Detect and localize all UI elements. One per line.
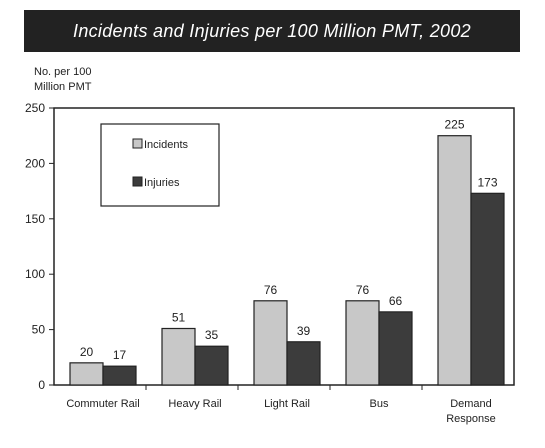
x-category-label: Response [446, 413, 496, 425]
data-label: 20 [80, 345, 94, 359]
x-category-label: Bus [370, 398, 389, 410]
data-label: 35 [205, 328, 219, 342]
legend-swatch [132, 138, 143, 149]
y-tick-label: 200 [25, 156, 45, 170]
data-label: 173 [477, 175, 497, 189]
bar-incidents [69, 362, 104, 386]
legend-label: Injuries [144, 177, 180, 189]
data-label: 225 [444, 118, 464, 132]
y-tick-label: 50 [32, 323, 46, 337]
legend-box [100, 123, 220, 207]
data-label: 66 [389, 294, 403, 308]
y-tick-label: 0 [38, 378, 45, 392]
data-label: 39 [297, 324, 311, 338]
bar-injuries [194, 345, 229, 386]
x-category-label: Light Rail [264, 398, 310, 410]
data-label: 51 [172, 310, 186, 324]
bar-injuries [378, 311, 413, 386]
legend-swatch [132, 176, 143, 187]
bar-incidents [253, 300, 288, 386]
bar-incidents [161, 327, 196, 386]
data-label: 17 [113, 348, 127, 362]
data-label: 76 [264, 283, 278, 297]
y-axis-label: Million PMT [34, 81, 92, 93]
data-label: 76 [356, 283, 370, 297]
y-tick-label: 150 [25, 212, 45, 226]
y-tick-label: 250 [25, 101, 45, 115]
y-axis-label: No. per 100 [34, 66, 91, 78]
y-tick-label: 100 [25, 267, 45, 281]
x-category-label: Commuter Rail [66, 398, 139, 410]
bar-injuries [470, 192, 505, 386]
bar-injuries [102, 365, 137, 386]
bar-injuries [286, 341, 321, 386]
bar-incidents [437, 135, 472, 386]
chart-title: Incidents and Injuries per 100 Million P… [24, 10, 520, 52]
x-category-label: Heavy Rail [168, 398, 221, 410]
legend-label: Incidents [144, 139, 189, 151]
bar-incidents [345, 300, 380, 386]
x-category-label: Demand [450, 398, 492, 410]
